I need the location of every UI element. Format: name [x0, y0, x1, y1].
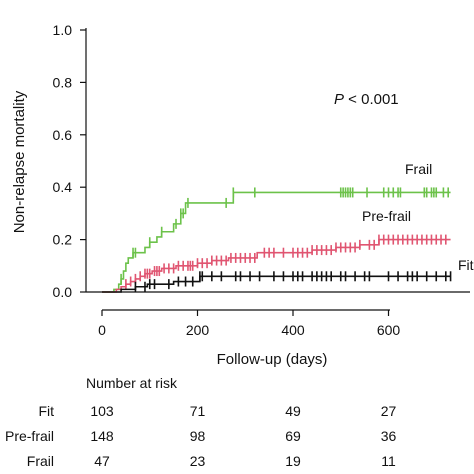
risk-group-pre-frail: Pre-frail	[5, 428, 54, 444]
risk-count-frail: 11	[381, 453, 396, 469]
risk-count-frail: 19	[285, 453, 301, 469]
risk-count-pre-frail: 98	[190, 428, 206, 444]
number-at-risk-title: Number at risk	[86, 375, 178, 391]
p-rest: < 0.001	[344, 91, 399, 108]
risk-group-frail: Frail	[27, 453, 54, 469]
risk-count-fit: 71	[190, 403, 206, 419]
risk-count-pre-frail: 36	[381, 428, 397, 444]
number-at-risk-table: Fit 103 71 49 27 Pre-frail 148 98 69 36 Frail 47 23 1…	[5, 403, 397, 469]
risk-count-frail: 47	[94, 453, 110, 469]
series-layer	[102, 187, 452, 293]
y-tick-label-0: 0.0	[53, 284, 73, 300]
risk-count-fit: 103	[90, 403, 114, 419]
risk-count-fit: 49	[285, 403, 301, 419]
series-line-fit	[102, 275, 451, 293]
x-tick-label-2: 400	[281, 322, 305, 338]
y-tick-label-2: 0.4	[53, 179, 73, 195]
y-ticks: 0.0 0.2 0.4 0.6 0.8 1.0	[53, 22, 86, 300]
x-tick-label-3: 600	[377, 322, 401, 338]
x-axis-title: Follow-up (days)	[217, 351, 328, 368]
series-label-fit: Fit	[458, 257, 474, 273]
risk-count-frail: 23	[190, 453, 206, 469]
x-ticks: 0 200 400 600	[98, 310, 400, 338]
axes	[85, 28, 470, 311]
x-tick-label-1: 200	[186, 322, 210, 338]
y-tick-label-5: 1.0	[53, 22, 73, 38]
y-axis-title: Non-relapse mortality	[11, 90, 28, 233]
series-label-pre-frail: Pre-frail	[362, 208, 411, 224]
risk-group-fit: Fit	[38, 403, 54, 419]
y-tick-label-1: 0.2	[53, 232, 73, 248]
y-tick-label-3: 0.6	[53, 127, 73, 143]
x-tick-label-0: 0	[98, 322, 106, 338]
risk-count-fit: 27	[381, 403, 397, 419]
risk-count-pre-frail: 148	[90, 428, 114, 444]
y-tick-label-4: 0.8	[53, 74, 73, 90]
p-value-annotation: P < 0.001	[334, 91, 399, 108]
p-symbol: P	[334, 91, 344, 108]
risk-count-pre-frail: 69	[285, 428, 301, 444]
series-label-frail: Frail	[405, 161, 432, 177]
